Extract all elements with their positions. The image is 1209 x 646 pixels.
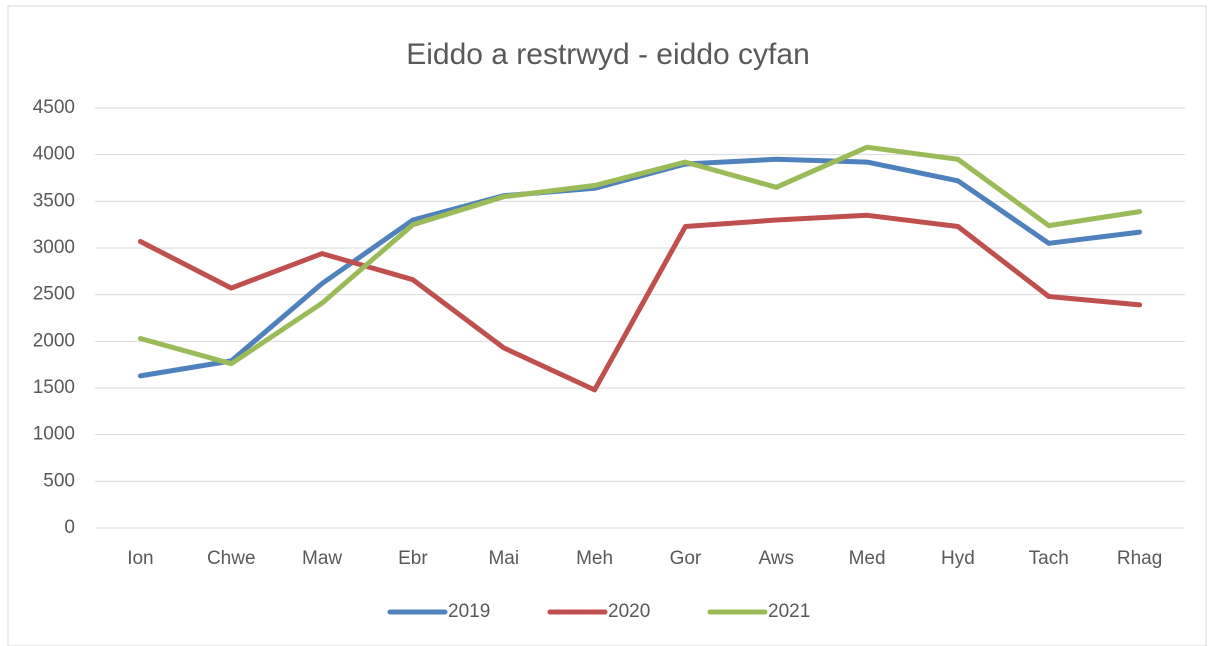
y-tick-label: 500 xyxy=(43,470,75,491)
y-tick-label: 1000 xyxy=(33,424,75,445)
y-tick-label: 4000 xyxy=(33,144,75,165)
x-tick-label: Ebr xyxy=(398,548,428,569)
x-tick-label: Med xyxy=(849,548,886,569)
chart-title: Eiddo a restrwyd - eiddo cyfan xyxy=(406,38,810,71)
y-tick-label: 4500 xyxy=(33,97,75,118)
y-tick-label: 2000 xyxy=(33,330,75,351)
legend-label: 2020 xyxy=(608,601,650,622)
chart-frame xyxy=(7,5,1207,646)
x-tick-label: Meh xyxy=(576,548,613,569)
x-tick-label: Aws xyxy=(758,548,794,569)
y-tick-label: 3500 xyxy=(33,190,75,211)
x-tick-label: Mai xyxy=(488,548,519,569)
y-tick-label: 2500 xyxy=(33,284,75,305)
x-tick-label: Gor xyxy=(670,548,702,569)
y-tick-label: 3000 xyxy=(33,237,75,258)
x-tick-label: Tach xyxy=(1029,548,1069,569)
y-tick-label: 0 xyxy=(64,517,75,538)
x-tick-label: Ion xyxy=(127,548,153,569)
x-tick-label: Chwe xyxy=(207,548,256,569)
series-line xyxy=(137,212,1143,393)
y-tick-label: 1500 xyxy=(33,377,75,398)
legend-label: 2019 xyxy=(448,601,490,622)
x-tick-label: Rhag xyxy=(1117,548,1162,569)
legend-label: 2021 xyxy=(768,601,810,622)
x-tick-label: Maw xyxy=(302,548,342,569)
x-tick-label: Hyd xyxy=(941,548,975,569)
series-line xyxy=(137,144,1143,367)
